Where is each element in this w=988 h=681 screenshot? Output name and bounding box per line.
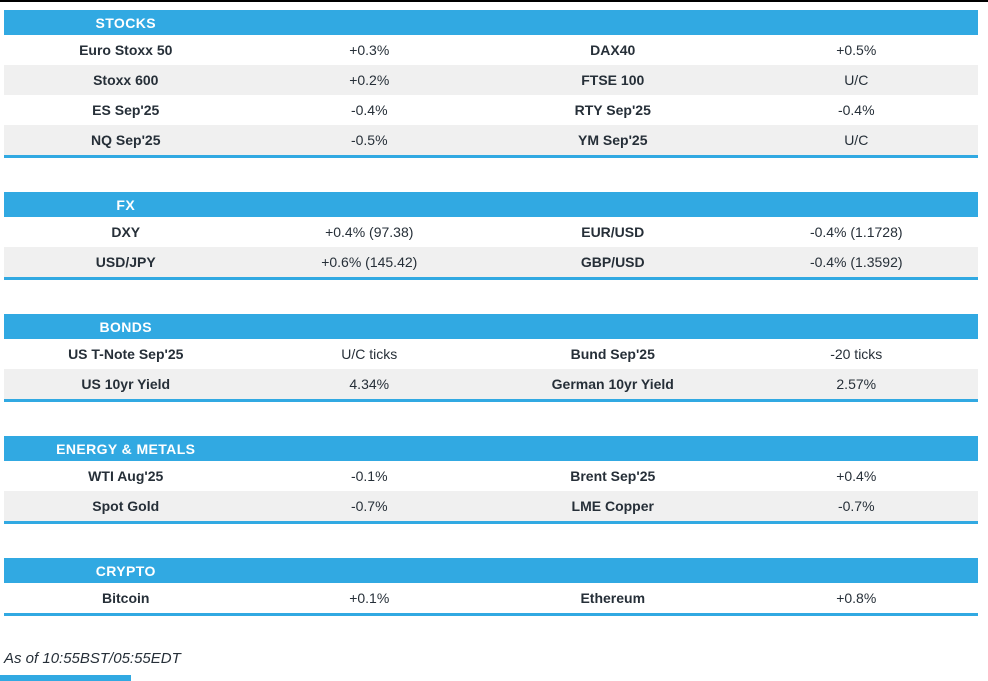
instrument-value: -0.4% (1.1728) <box>809 224 903 240</box>
instrument-name: Spot Gold <box>92 498 160 514</box>
instrument-value: 4.34% <box>349 376 390 392</box>
instrument-value: +0.1% <box>349 590 390 606</box>
table-row: ES Sep'25 -0.4% RTY Sep'25 -0.4% <box>4 95 978 125</box>
table-row: NQ Sep'25 -0.5% YM Sep'25 U/C <box>4 125 978 155</box>
instrument-name: EUR/USD <box>581 224 645 240</box>
table-row: US T-Note Sep'25 U/C ticks Bund Sep'25 -20 … <box>4 339 978 369</box>
instrument-value: -0.5% <box>350 132 388 148</box>
section-header-bar: FX <box>4 192 978 217</box>
instrument-value: -0.7% <box>837 498 875 514</box>
section-underline <box>4 399 978 402</box>
table-row: Stoxx 600 +0.2% FTSE 100 U/C <box>4 65 978 95</box>
section-header-bar: BONDS <box>4 314 978 339</box>
instrument-name: US 10yr Yield <box>81 376 171 392</box>
section-underline <box>4 277 978 280</box>
instrument-value: U/C <box>844 132 869 148</box>
instrument-value: +0.8% <box>836 590 877 606</box>
instrument-value: -0.7% <box>350 498 388 514</box>
instrument-name: DAX40 <box>590 42 636 58</box>
instrument-name: USD/JPY <box>95 254 156 270</box>
instrument-value: -0.1% <box>350 468 388 484</box>
section-rows: Euro Stoxx 50 +0.3% DAX40 +0.5% Stoxx 600 +0… <box>4 35 978 155</box>
market-section-energy-metals: ENERGY & METALS WTI Aug'25 -0.1% Brent Sep… <box>4 436 978 524</box>
section-header-bar: ENERGY & METALS <box>4 436 978 461</box>
table-row: DXY +0.4% (97.38) EUR/USD -0.4% (1.1728) <box>4 217 978 247</box>
instrument-name: RTY Sep'25 <box>574 102 651 118</box>
section-underline <box>4 613 978 616</box>
section-rows: Bitcoin +0.1% Ethereum +0.8% <box>4 583 978 613</box>
instrument-value: 2.57% <box>836 376 877 392</box>
section-rows: US T-Note Sep'25 U/C ticks Bund Sep'25 -20 … <box>4 339 978 399</box>
section-rows: DXY +0.4% (97.38) EUR/USD -0.4% (1.1728) US… <box>4 217 978 277</box>
instrument-name: Stoxx 600 <box>93 72 159 88</box>
section-title: BONDS <box>99 318 153 335</box>
instrument-value: +0.3% <box>349 42 390 58</box>
market-section-crypto: CRYPTO Bitcoin +0.1% Ethereum +0.8% <box>4 558 978 616</box>
section-rows: WTI Aug'25 -0.1% Brent Sep'25 +0.4% Spot Go… <box>4 461 978 521</box>
instrument-name: LME Copper <box>571 498 654 514</box>
section-title: ENERGY & METALS <box>56 440 196 457</box>
section-header-bar: STOCKS <box>4 10 978 35</box>
instrument-name: WTI Aug'25 <box>88 468 164 484</box>
instrument-name: Euro Stoxx 50 <box>79 42 173 58</box>
section-title: STOCKS <box>95 14 156 31</box>
instrument-value: +0.4% <box>836 468 877 484</box>
instrument-name: Bund Sep'25 <box>570 346 655 362</box>
instrument-value: -0.4% <box>837 102 875 118</box>
market-section-bonds: BONDS US T-Note Sep'25 U/C ticks Bund Sep'… <box>4 314 978 402</box>
instrument-value: -0.4% <box>350 102 388 118</box>
table-row: USD/JPY +0.6% (145.42) GBP/USD -0.4% (1.359… <box>4 247 978 277</box>
instrument-value: -20 ticks <box>830 346 883 362</box>
instrument-value: +0.6% (145.42) <box>321 254 418 270</box>
instrument-name: GBP/USD <box>580 254 645 270</box>
table-row: WTI Aug'25 -0.1% Brent Sep'25 +0.4% <box>4 461 978 491</box>
market-section-fx: FX DXY +0.4% (97.38) EUR/USD -0.4% (1.1728)… <box>4 192 978 280</box>
instrument-value: U/C <box>844 72 869 88</box>
section-title: FX <box>116 196 136 213</box>
instrument-name: German 10yr Yield <box>551 376 674 392</box>
instrument-value: +0.4% (97.38) <box>325 224 414 240</box>
as-of-timestamp: As of 10:55BST/05:55EDT <box>4 650 181 667</box>
instrument-value: U/C ticks <box>341 346 398 362</box>
section-header-bar: CRYPTO <box>4 558 978 583</box>
sections-root: STOCKS Euro Stoxx 50 +0.3% DAX40 +0.5% Stox… <box>0 10 988 616</box>
table-row: Spot Gold -0.7% LME Copper -0.7% <box>4 491 978 521</box>
instrument-name: Brent Sep'25 <box>570 468 656 484</box>
instrument-name: Ethereum <box>580 590 646 606</box>
section-underline <box>4 521 978 524</box>
table-row: Bitcoin +0.1% Ethereum +0.8% <box>4 583 978 613</box>
next-section-header-fragment <box>0 675 131 681</box>
instrument-name: DXY <box>111 224 141 240</box>
instrument-name: FTSE 100 <box>581 72 645 88</box>
instrument-value: +0.5% <box>836 42 877 58</box>
table-row: US 10yr Yield 4.34% German 10yr Yield 2.57% <box>4 369 978 399</box>
instrument-value: +0.2% <box>349 72 390 88</box>
instrument-name: NQ Sep'25 <box>91 132 161 148</box>
instrument-name: ES Sep'25 <box>92 102 160 118</box>
top-border-line <box>0 0 988 2</box>
instrument-value: -0.4% (1.3592) <box>809 254 903 270</box>
table-row: Euro Stoxx 50 +0.3% DAX40 +0.5% <box>4 35 978 65</box>
instrument-name: Bitcoin <box>102 590 150 606</box>
instrument-name: YM Sep'25 <box>578 132 648 148</box>
market-section-stocks: STOCKS Euro Stoxx 50 +0.3% DAX40 +0.5% Stox… <box>4 10 978 158</box>
section-underline <box>4 155 978 158</box>
instrument-name: US T-Note Sep'25 <box>68 346 184 362</box>
section-title: CRYPTO <box>95 562 156 579</box>
